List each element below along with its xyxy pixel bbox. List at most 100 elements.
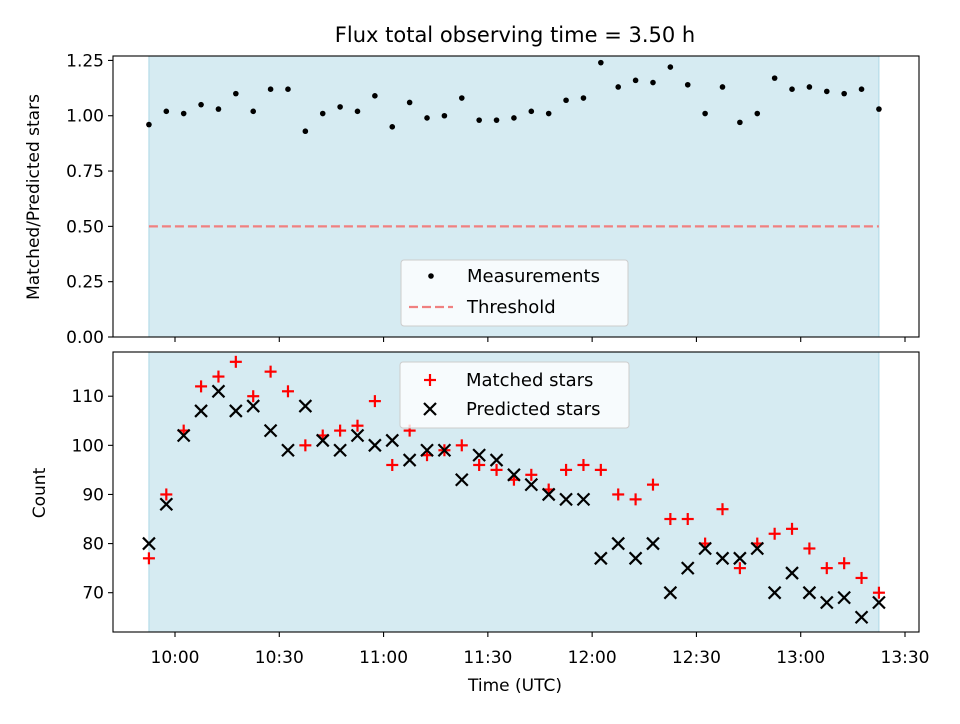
measurement-point (841, 90, 847, 97)
predicted-star-point (559, 492, 573, 507)
matched-star-point (299, 439, 312, 452)
predicted-star-point (229, 404, 243, 418)
predicted-star-point (750, 541, 765, 556)
bottom-y-label: Count (30, 467, 50, 518)
predicted-star-point (211, 384, 226, 399)
matched-star-point (577, 458, 590, 471)
predicted-star-point (420, 443, 434, 458)
top-y-tick-label: 1.00 (66, 107, 104, 127)
measurement-points (146, 59, 882, 135)
matched-star-point (768, 527, 781, 540)
measurement-point (650, 79, 656, 86)
legend-threshold-label: Threshold (466, 297, 556, 318)
measurement-point (858, 86, 865, 92)
predicted-star-point (646, 536, 660, 551)
bottom-y-axis: 70 80 90 100 110 (72, 387, 113, 604)
legend-measurement-marker (428, 273, 434, 279)
bottom-x-tick-label: 12:00 (568, 648, 617, 668)
matched-star-point (629, 493, 642, 506)
measurement-point (545, 110, 552, 117)
predicted-star-point (733, 551, 747, 566)
measurement-point (632, 77, 639, 84)
matched-star-point (142, 552, 155, 565)
predicted-star-point (350, 428, 365, 443)
predicted-star-point (281, 443, 295, 458)
bottom-plot-frame (112, 351, 920, 633)
legend-predicted-marker (423, 402, 437, 416)
predicted-star-point (715, 551, 730, 566)
matched-star-point (855, 571, 868, 584)
matched-star-point (803, 542, 816, 555)
measurement-point (476, 117, 482, 123)
bottom-y-tick-label: 80 (82, 535, 104, 555)
measurement-point (163, 108, 170, 115)
matched-star-point (664, 513, 677, 526)
measurement-point (806, 84, 813, 90)
predicted-star-point (854, 610, 869, 625)
measurement-point (198, 101, 204, 108)
bottom-y-tick-label: 70 (82, 584, 104, 604)
measurement-point (876, 106, 882, 112)
matched-star-point (594, 463, 607, 476)
measurement-point (580, 95, 587, 101)
measurement-point (458, 95, 465, 101)
legend-matched-marker (424, 374, 436, 386)
predicted-star-point (246, 399, 260, 413)
matched-star-point (525, 468, 538, 481)
matched-star-point (786, 522, 799, 535)
measurement-point (511, 115, 517, 121)
predicted-star-point (628, 551, 643, 566)
legend-predicted-label: Predicted stars (466, 399, 600, 420)
predicted-star-point (263, 423, 278, 438)
measurement-point (684, 81, 691, 88)
predicted-star-point (802, 585, 817, 600)
bottom-x-label: Time (UTC) (467, 676, 562, 696)
measurement-point (615, 84, 622, 90)
measurement-point (737, 119, 743, 126)
predicted-star-point (194, 404, 208, 418)
predicted-star-point (594, 551, 608, 566)
measurement-point (180, 110, 187, 117)
bottom-y-tick-label: 90 (82, 485, 104, 505)
top-y-tick-label: 0.75 (66, 162, 104, 182)
bottom-x-tick-label: 13:30 (881, 648, 930, 668)
top-chart-title: Flux total observing time = 3.50 h (335, 23, 695, 47)
measurement-point (424, 115, 430, 121)
bottom-legend: Matched stars Predicted stars (399, 361, 630, 429)
top-y-label: Matched/Predicted stars (24, 94, 44, 300)
bottom-x-tick-label: 11:30 (463, 648, 512, 668)
measurement-point (337, 104, 343, 110)
predicted-stars-points (142, 384, 886, 625)
predicted-star-point (333, 443, 347, 458)
predicted-star-point (507, 468, 521, 482)
predicted-star-point (455, 472, 469, 487)
bottom-x-tick-label: 13:00 (776, 648, 825, 668)
top-y-tick-label: 0.25 (66, 273, 104, 293)
measurement-point (319, 110, 326, 117)
measurement-point (354, 108, 361, 115)
predicted-star-point (785, 566, 799, 580)
matched-star-point (368, 395, 381, 408)
top-legend: Measurements Threshold (400, 259, 629, 327)
top-y-axis: 0.00 0.25 0.50 0.75 1.00 1.25 (66, 51, 113, 348)
measurement-point (406, 99, 413, 106)
measurement-point (389, 124, 396, 130)
matched-star-point (646, 478, 659, 491)
matched-star-point (351, 419, 364, 432)
matched-star-point (264, 365, 277, 378)
bottom-x-tick-label: 11:00 (359, 648, 408, 668)
bottom-x-tick-label: 10:30 (255, 648, 304, 668)
predicted-star-point (385, 433, 400, 448)
predicted-star-point (611, 536, 625, 551)
measurement-point (146, 121, 152, 128)
measurement-point (302, 128, 309, 135)
predicted-star-point (176, 428, 191, 443)
measurement-point (250, 108, 257, 115)
measurement-point (285, 86, 291, 92)
top-plot-frame (112, 55, 920, 338)
measurement-point (771, 75, 778, 81)
matched-star-point (473, 458, 486, 471)
matched-star-point (160, 488, 173, 501)
predicted-star-point (698, 541, 712, 556)
